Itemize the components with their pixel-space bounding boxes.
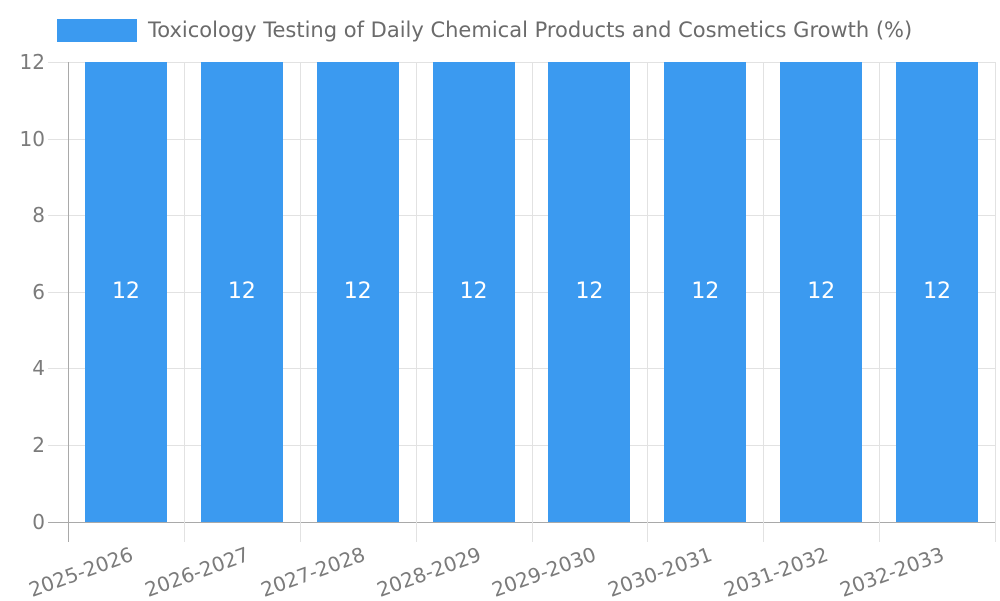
gridline — [647, 62, 648, 542]
bar-value-label: 12 — [201, 279, 283, 305]
legend-label: Toxicology Testing of Daily Chemical Pro… — [148, 18, 912, 42]
bar-value-label: 12 — [664, 279, 746, 305]
bar-value-label: 12 — [85, 279, 167, 305]
bar-value-label: 12 — [433, 279, 515, 305]
gridline — [995, 62, 996, 542]
legend-item[interactable]: Toxicology Testing of Daily Chemical Pro… — [57, 17, 912, 43]
x-axis-category-label: 2032-2033 — [837, 542, 948, 601]
y-axis-tick-label: 6 — [32, 279, 45, 305]
x-axis-category-label: 2025-2026 — [25, 542, 136, 601]
gridline — [184, 62, 185, 542]
bar-value-label: 12 — [317, 279, 399, 305]
gridline — [763, 62, 764, 542]
y-axis-tick-label: 4 — [32, 355, 45, 381]
y-axis-tick-label: 0 — [32, 509, 45, 535]
bar-value-label: 12 — [780, 279, 862, 305]
y-axis-tick-label: 10 — [20, 126, 45, 152]
gridline — [532, 62, 533, 542]
y-axis-tick-label: 2 — [32, 432, 45, 458]
gridline — [300, 62, 301, 542]
y-axis-tick-label: 8 — [32, 202, 45, 228]
x-axis-category-label: 2028-2029 — [373, 542, 484, 601]
gridline — [416, 62, 417, 542]
x-axis-category-label: 2031-2032 — [721, 542, 832, 601]
legend-swatch — [57, 19, 137, 42]
y-axis-line — [68, 62, 69, 542]
gridline — [879, 62, 880, 542]
bar-value-label: 12 — [548, 279, 630, 305]
x-axis-category-label: 2029-2030 — [489, 542, 600, 601]
x-axis-category-label: 2026-2027 — [141, 542, 252, 601]
x-axis-category-label: 2030-2031 — [605, 542, 716, 601]
y-axis-tick-label: 12 — [20, 49, 45, 75]
x-axis-category-label: 2027-2028 — [257, 542, 368, 601]
x-axis-line — [48, 522, 995, 523]
bar-value-label: 12 — [896, 279, 978, 305]
